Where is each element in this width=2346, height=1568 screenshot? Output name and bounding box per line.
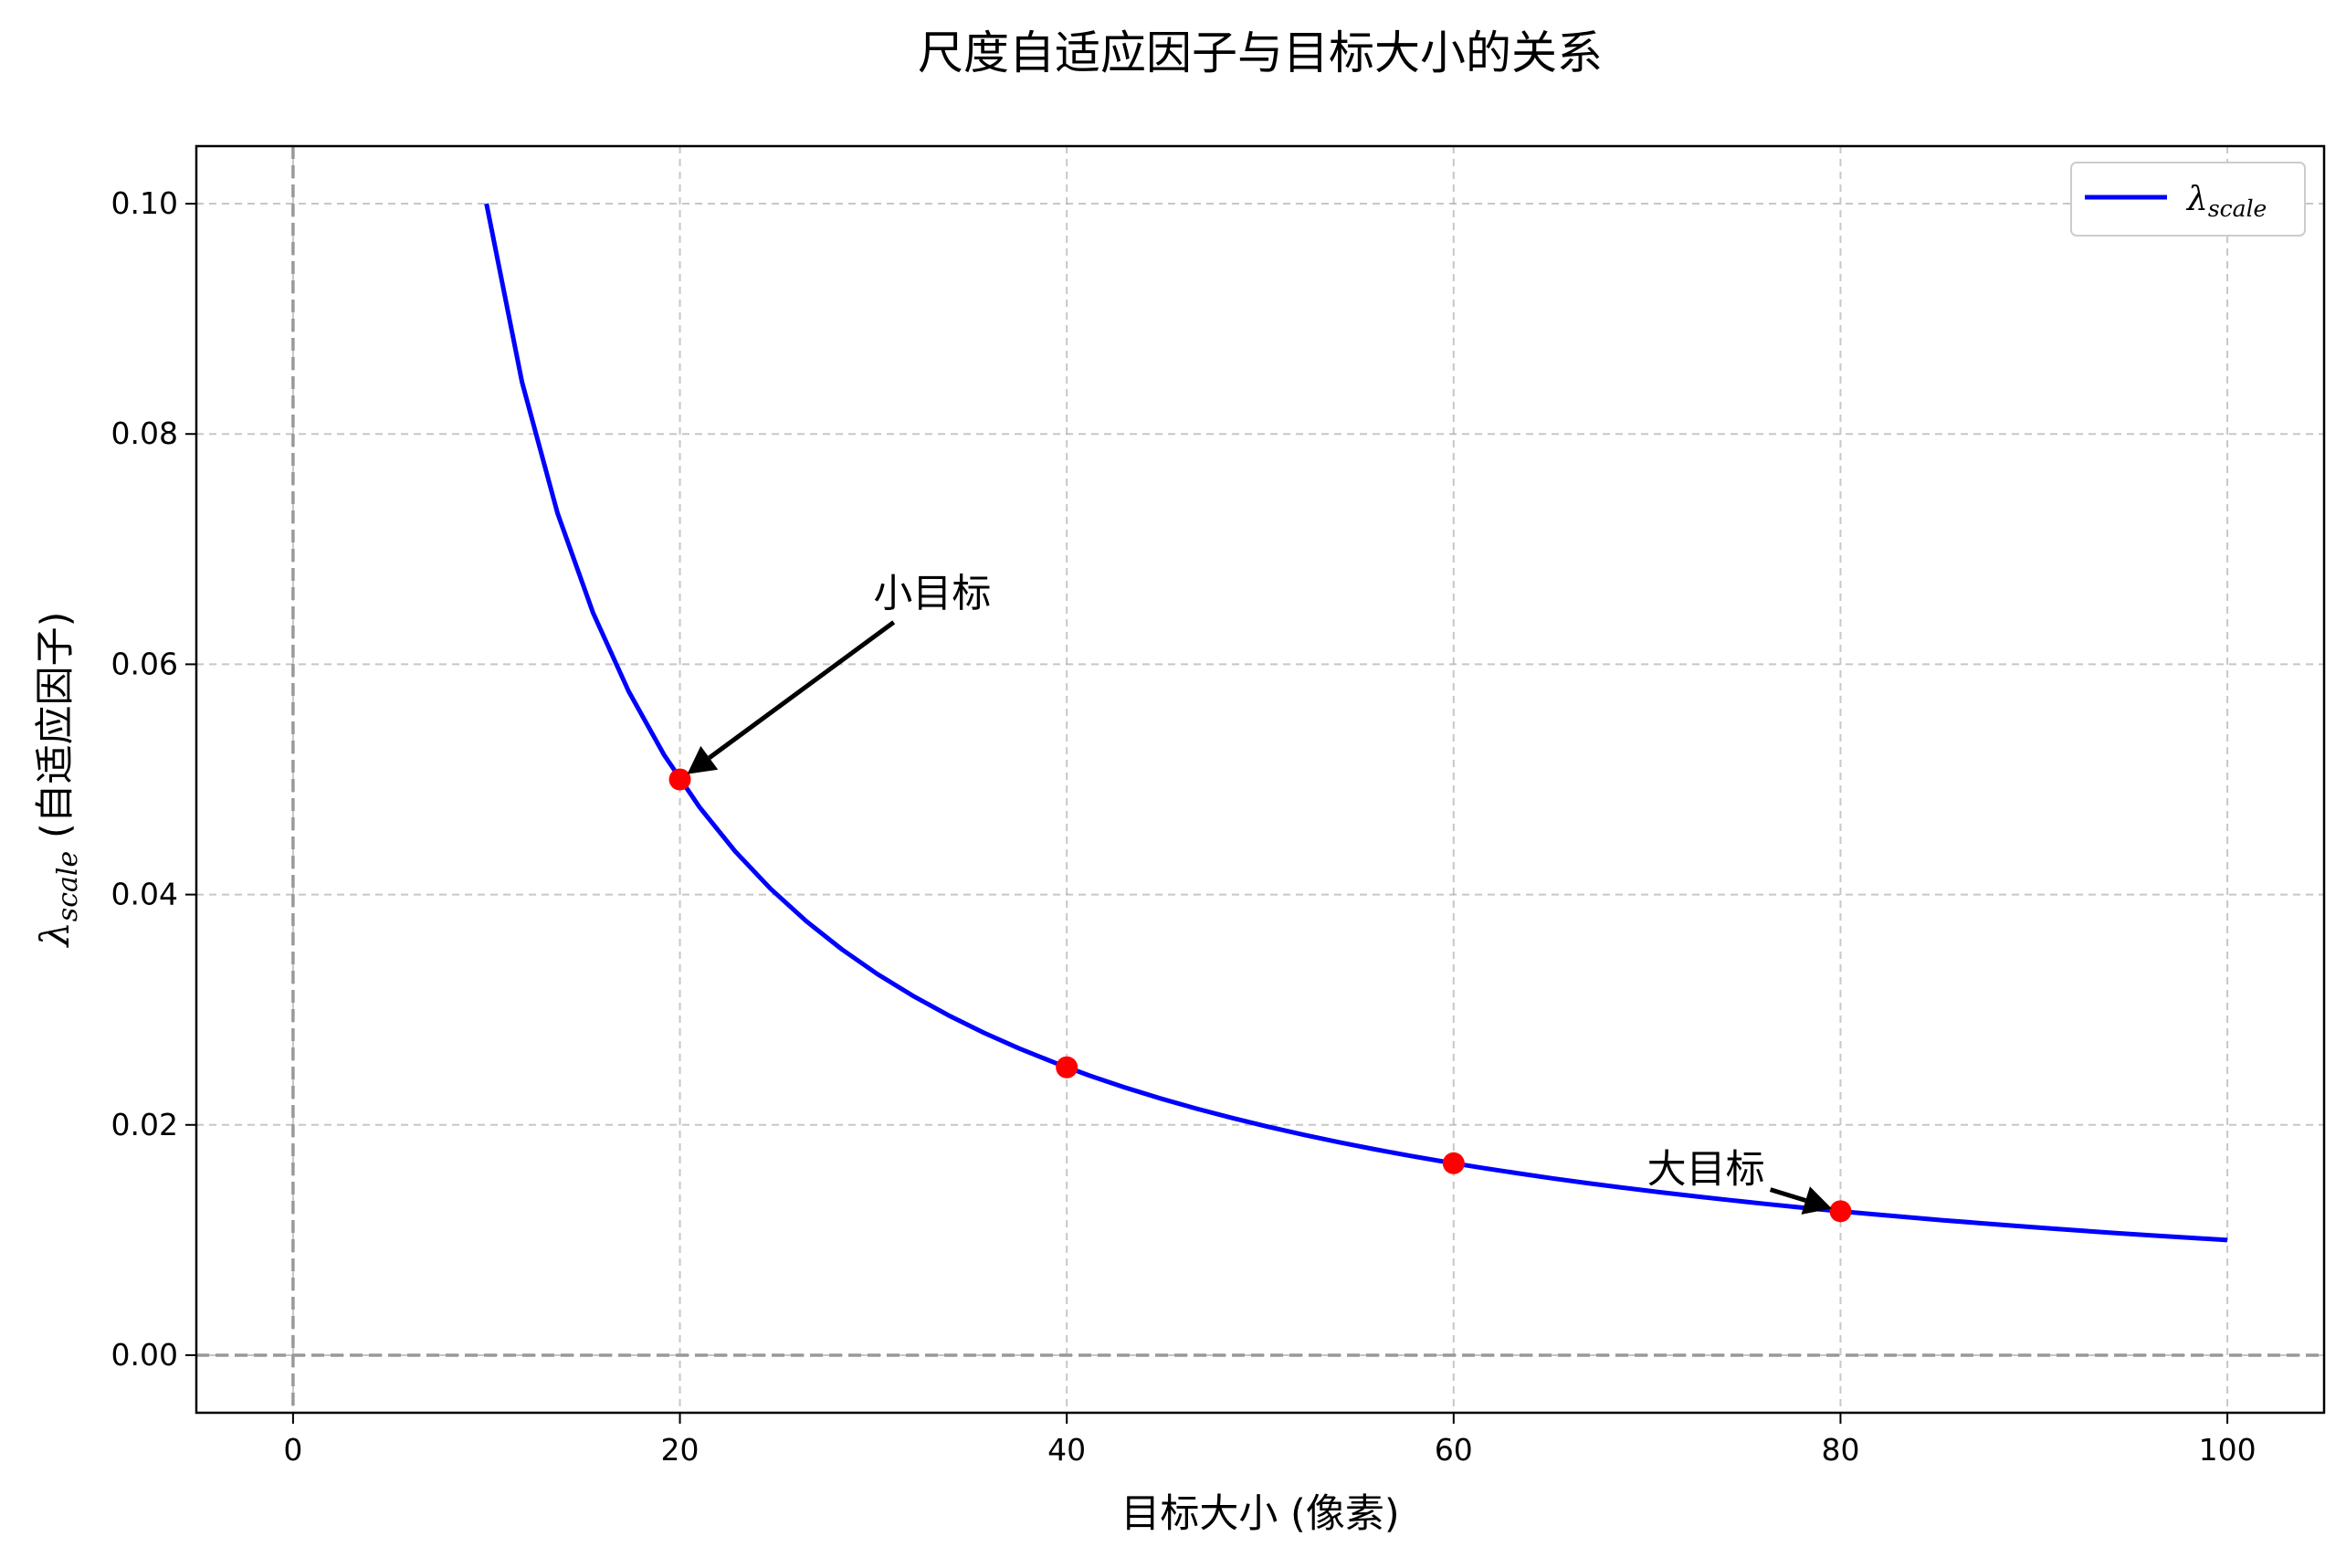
- reference-lines: [196, 146, 2324, 1413]
- annotation-arrow-shaft: [1769, 1187, 1806, 1203]
- series-line: [484, 203, 2228, 1243]
- legend-label: λscale: [2185, 181, 2267, 222]
- y-tick-label: 0.06: [111, 646, 178, 681]
- marker-layer: [668, 768, 1852, 1223]
- plot-frame: [195, 144, 2326, 1415]
- annotation-text: 小目标: [873, 571, 991, 616]
- data-point-marker: [668, 768, 691, 791]
- y-tick-label: 0.04: [111, 877, 178, 912]
- data-point-marker: [1442, 1152, 1465, 1174]
- x-tick-label: 60: [1435, 1432, 1473, 1468]
- x-tick-label: 80: [1821, 1432, 1859, 1468]
- y-tick-label: 0.08: [111, 416, 178, 451]
- series-layer: [484, 203, 2228, 1243]
- annotation-arrow-shaft: [708, 620, 896, 760]
- legend-box: [2070, 162, 2306, 237]
- data-point-marker: [1829, 1200, 1852, 1223]
- annotation-arrow-head: [1801, 1186, 1832, 1215]
- x-axis-label: 目标大小 (像素): [1120, 1491, 1399, 1537]
- x-tick-label: 100: [2199, 1432, 2257, 1468]
- chart-title: 尺度自适应因子与目标大小的关系: [918, 26, 1603, 79]
- annotation-arrow-head: [687, 745, 719, 774]
- y-tick-label: 0.02: [111, 1107, 178, 1142]
- y-tick-label: 0.10: [111, 185, 178, 221]
- data-point-marker: [1056, 1056, 1078, 1079]
- legend: λscale: [2070, 162, 2306, 237]
- x-axis: 0 20 40 60 80 100: [283, 1413, 2257, 1468]
- x-tick-label: 40: [1047, 1432, 1086, 1468]
- x-tick-label: 20: [661, 1432, 700, 1468]
- y-axis-label: λscale (自适应因子): [33, 612, 84, 949]
- annotation-text: 大目标: [1647, 1147, 1765, 1193]
- y-axis: 0.00 0.02 0.04 0.06 0.08 0.10: [111, 185, 196, 1373]
- x-tick-label: 0: [283, 1432, 302, 1468]
- y-tick-label: 0.00: [111, 1337, 178, 1373]
